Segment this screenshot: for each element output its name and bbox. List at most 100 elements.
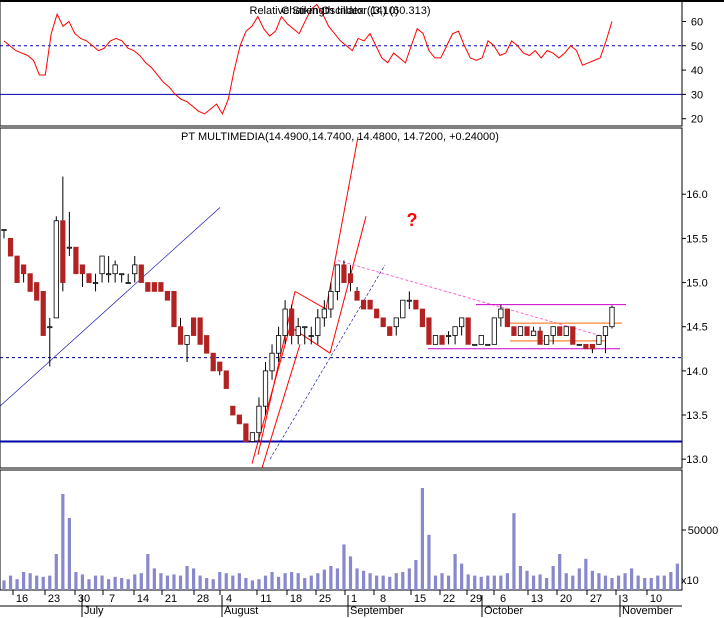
candle-down bbox=[439, 335, 445, 345]
candle-up bbox=[92, 282, 99, 284]
x-day-label: 1 bbox=[351, 593, 357, 605]
x-day-label: 10 bbox=[650, 593, 662, 605]
volume-bar bbox=[512, 513, 516, 590]
candle-down bbox=[367, 299, 373, 310]
candle-up bbox=[256, 405, 262, 434]
x-month-label: July bbox=[84, 605, 104, 617]
x-day-label: 20 bbox=[560, 593, 572, 605]
volume-bar bbox=[15, 579, 19, 590]
candle-down bbox=[426, 317, 432, 345]
candle-down bbox=[164, 290, 171, 301]
volume-bar bbox=[87, 579, 91, 590]
volume-tick-label: 50000 bbox=[688, 525, 719, 537]
volume-bar bbox=[446, 575, 451, 590]
volume-panel: 50000 bbox=[2, 488, 718, 590]
indicator-panel-frame bbox=[0, 0, 683, 127]
candle-down bbox=[21, 264, 27, 275]
volume-bar bbox=[165, 575, 170, 590]
red-channel-lower-3 bbox=[329, 216, 367, 354]
volume-bar bbox=[610, 578, 614, 590]
candle-down bbox=[341, 264, 347, 283]
candle-down bbox=[289, 308, 295, 336]
candle-down bbox=[145, 282, 151, 292]
volume-bar bbox=[649, 578, 653, 590]
volume-bar bbox=[100, 575, 104, 590]
volume-bar bbox=[486, 575, 490, 590]
volume-bar bbox=[662, 575, 666, 590]
x-day-label: 23 bbox=[48, 593, 60, 605]
blue-dashed-trendline bbox=[269, 264, 386, 460]
volume-bar bbox=[375, 575, 379, 590]
candle-down bbox=[504, 308, 510, 328]
candle-down bbox=[177, 326, 184, 345]
price-tick-label: 14.5 bbox=[686, 322, 707, 334]
x-day-label: 18 bbox=[290, 593, 302, 605]
candle-up bbox=[452, 326, 458, 336]
volume-bar bbox=[296, 573, 300, 590]
volume-bar bbox=[309, 575, 313, 590]
volume-bar bbox=[505, 573, 509, 590]
indicator-title-overlap: Chaikin Oscillator (3,10) bbox=[281, 5, 398, 17]
volume-bar bbox=[499, 575, 503, 590]
volume-bar bbox=[22, 572, 26, 590]
volume-bar bbox=[545, 578, 549, 590]
candle-up bbox=[125, 282, 131, 284]
candle-down bbox=[79, 264, 86, 275]
volume-bar bbox=[361, 570, 366, 590]
question-annotation: ? bbox=[407, 210, 418, 230]
candle-up bbox=[269, 352, 275, 372]
candle-up bbox=[602, 326, 609, 336]
red-channel-upper-2 bbox=[294, 290, 327, 310]
volume-bar bbox=[211, 579, 215, 590]
volume-bar bbox=[93, 575, 98, 590]
candle-up bbox=[596, 335, 602, 345]
volume-bar bbox=[473, 575, 477, 590]
candle-down bbox=[465, 317, 471, 345]
volume-bar bbox=[35, 575, 39, 590]
candle-up bbox=[249, 432, 256, 442]
volume-bar bbox=[74, 572, 78, 590]
volume-bar bbox=[237, 573, 241, 590]
x-month-label: August bbox=[224, 605, 258, 617]
x-day-label: 28 bbox=[197, 593, 209, 605]
x-day-label: 6 bbox=[500, 593, 506, 605]
candle-down bbox=[223, 370, 229, 389]
volume-bar bbox=[492, 575, 496, 590]
volume-bar bbox=[427, 534, 431, 590]
volume-bar bbox=[603, 575, 608, 590]
candle-up bbox=[406, 299, 412, 302]
volume-bar bbox=[178, 575, 183, 590]
candle-down bbox=[73, 246, 79, 275]
volume-bar bbox=[133, 574, 137, 590]
volume-bar bbox=[113, 576, 117, 590]
volume-bar bbox=[185, 566, 189, 590]
candle-up bbox=[432, 335, 439, 345]
volume-bar bbox=[630, 568, 634, 590]
price-panel: 13.0 13.5 14.0 14.5 15.0 15.5 16.0 bbox=[0, 136, 708, 469]
volume-bar bbox=[355, 568, 359, 590]
candle-up bbox=[393, 317, 399, 328]
volume-bar bbox=[250, 580, 255, 590]
candle-up bbox=[459, 317, 465, 328]
candle-down bbox=[413, 299, 419, 310]
volume-bar bbox=[584, 558, 588, 590]
candle-up bbox=[262, 370, 269, 407]
volume-bar bbox=[551, 566, 555, 590]
candle-up bbox=[184, 335, 190, 345]
volume-bar bbox=[388, 576, 392, 590]
volume-bar bbox=[597, 573, 601, 590]
volume-bar bbox=[577, 568, 581, 590]
rsi-line bbox=[3, 3, 613, 115]
candle-up bbox=[530, 330, 537, 336]
candle-down bbox=[230, 405, 236, 416]
x-month-label: September bbox=[350, 605, 404, 617]
volume-bar bbox=[205, 578, 209, 590]
candle-up bbox=[112, 264, 118, 275]
volume-bar bbox=[276, 576, 281, 590]
volume-bar bbox=[335, 568, 340, 590]
candle-up bbox=[295, 326, 301, 336]
volume-bar bbox=[322, 569, 326, 590]
volume-bar bbox=[636, 575, 640, 590]
volume-bar bbox=[139, 573, 143, 590]
